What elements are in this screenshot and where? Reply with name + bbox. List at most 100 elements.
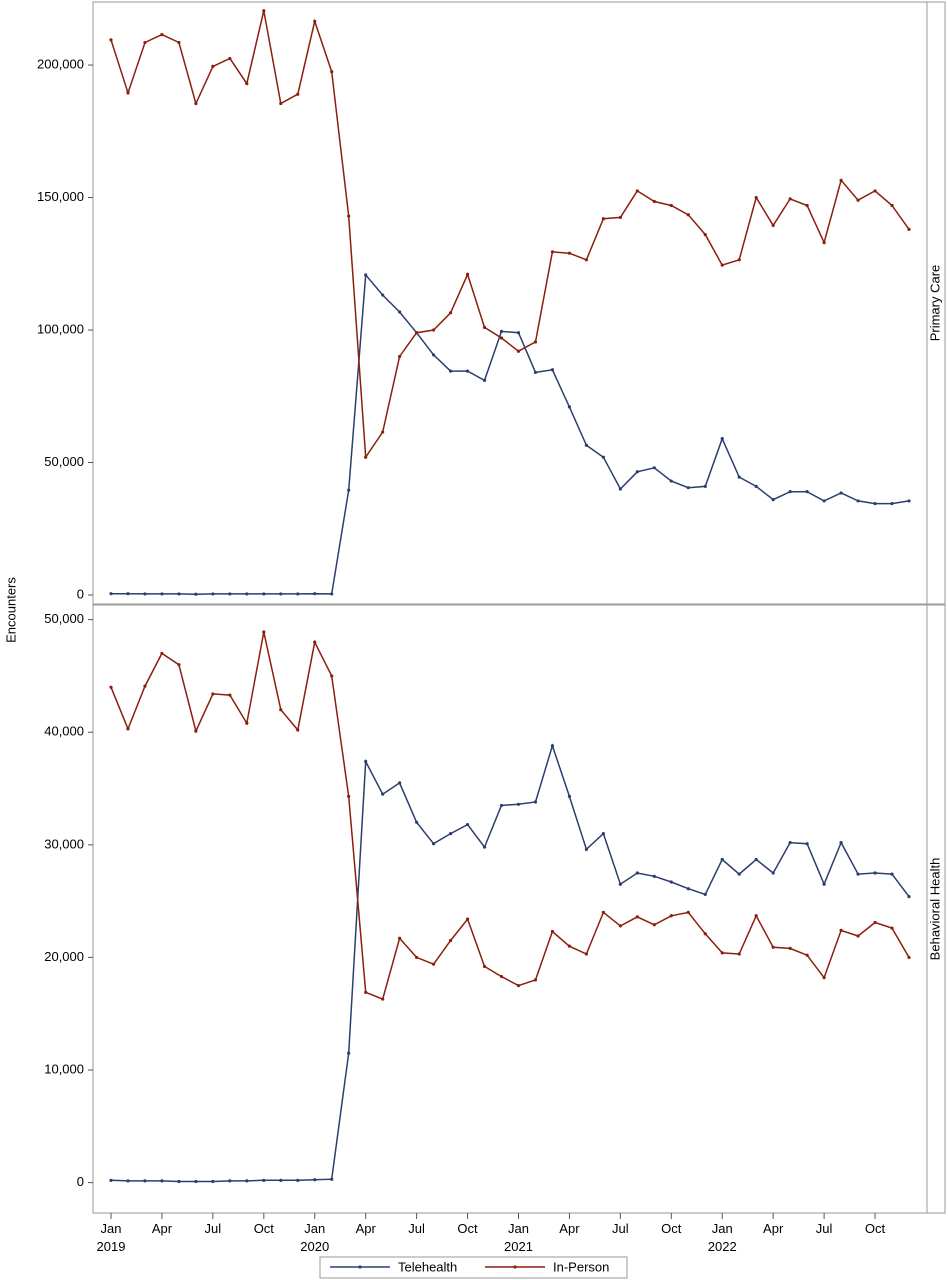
point (703, 484, 707, 488)
legend (319, 1256, 628, 1279)
point (245, 592, 249, 596)
point (822, 240, 826, 245)
y-tick-label: 30,000 (44, 836, 84, 851)
x-tick-label: Jan 2022 (708, 1221, 737, 1254)
point (805, 490, 809, 494)
point (652, 199, 656, 204)
x-tick-label: Jul (205, 1221, 222, 1236)
point (482, 964, 487, 969)
point (720, 857, 724, 862)
point (262, 630, 266, 634)
point (686, 486, 690, 490)
point (788, 490, 792, 494)
x-tick-label-line: Jul (816, 1221, 833, 1236)
point (907, 955, 911, 960)
point (262, 1178, 266, 1182)
y-tick-label: 200,000 (37, 56, 84, 71)
point (720, 263, 724, 267)
point (211, 1179, 215, 1184)
point (652, 923, 656, 927)
point (839, 928, 843, 932)
point (364, 455, 368, 459)
x-tick-label: Apr (763, 1221, 784, 1236)
point (805, 953, 809, 957)
legend-marker (513, 1265, 517, 1269)
x-tick-label-line: Jul (408, 1221, 425, 1236)
point (533, 370, 538, 375)
point (788, 197, 792, 201)
point (211, 64, 215, 68)
point (415, 955, 419, 960)
point (822, 882, 826, 886)
point (686, 910, 690, 914)
point (873, 920, 877, 925)
strip-frame (926, 1, 946, 605)
point (567, 251, 572, 255)
y-tick-label: 20,000 (44, 949, 84, 964)
point (245, 82, 249, 86)
point (143, 592, 147, 596)
point (601, 910, 605, 914)
point (177, 592, 181, 596)
x-tick-label-line: Jul (612, 1221, 629, 1236)
point (550, 250, 555, 254)
point (262, 592, 266, 596)
point (126, 727, 130, 731)
point (279, 101, 283, 106)
point (635, 915, 639, 919)
x-tick-label-line: Jan (712, 1221, 733, 1236)
point (652, 874, 656, 878)
point (194, 592, 198, 596)
point (177, 663, 181, 667)
point (279, 592, 283, 596)
point (890, 926, 894, 930)
point (822, 976, 826, 980)
point (279, 708, 283, 712)
point (313, 640, 317, 644)
legend-label: In-Person (553, 1259, 609, 1274)
point (330, 70, 334, 74)
point (499, 803, 504, 808)
x-tick-label-line: 2021 (504, 1239, 533, 1254)
point (465, 272, 470, 276)
x-tick-label-line: 2022 (708, 1239, 737, 1254)
point (296, 1178, 300, 1182)
point (516, 983, 521, 988)
x-tick-label-line: Apr (559, 1221, 580, 1236)
line (110, 631, 910, 1001)
strip-frame (926, 604, 946, 1214)
y-tick-label: 50,000 (44, 454, 84, 469)
y-tick-label: 100,000 (37, 321, 84, 336)
point (635, 871, 639, 875)
point (228, 1179, 232, 1183)
point (907, 895, 911, 899)
point (720, 951, 724, 955)
point (635, 470, 639, 474)
point (584, 258, 589, 262)
point (431, 962, 436, 966)
point (465, 917, 470, 921)
point (398, 781, 402, 785)
point (109, 38, 113, 42)
point (771, 945, 775, 949)
point (431, 842, 436, 846)
x-tick-label: Apr (152, 1221, 173, 1236)
point (839, 491, 843, 495)
point (873, 189, 877, 193)
point (330, 1177, 334, 1181)
point (109, 1178, 113, 1182)
y-axis-label: Encounters (3, 577, 18, 643)
x-tick-label-line: Apr (763, 1221, 784, 1236)
point (635, 189, 639, 193)
point (890, 872, 894, 876)
point (788, 946, 792, 951)
point (381, 792, 385, 796)
point (873, 501, 877, 506)
point (143, 684, 147, 688)
x-tick-label: Jan 2021 (504, 1221, 533, 1254)
point (211, 692, 215, 696)
point (856, 499, 860, 503)
point (143, 1179, 147, 1183)
point (431, 328, 436, 332)
point (533, 340, 538, 344)
